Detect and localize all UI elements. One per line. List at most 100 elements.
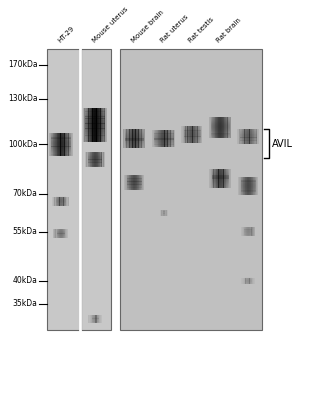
Bar (241, 177, 242, 195)
Bar (226, 117, 227, 138)
Bar (125, 129, 144, 130)
Bar (71, 133, 72, 156)
Bar (94, 315, 95, 323)
Bar (51, 136, 71, 138)
Bar (245, 282, 252, 283)
Bar (166, 130, 167, 147)
Bar (127, 187, 142, 188)
Bar (51, 133, 52, 156)
Bar (212, 171, 229, 172)
Bar (240, 129, 241, 144)
Bar (241, 181, 256, 182)
Bar (211, 123, 230, 124)
Bar (104, 108, 105, 142)
Bar (197, 126, 198, 143)
Bar (238, 129, 239, 144)
Bar (125, 146, 144, 147)
Bar (92, 321, 99, 322)
Bar (154, 141, 173, 142)
Bar (131, 175, 132, 190)
Bar (99, 108, 100, 142)
Bar (90, 315, 91, 323)
Bar (245, 280, 252, 281)
Bar (184, 138, 201, 139)
Bar (211, 127, 230, 128)
Bar (56, 202, 66, 203)
Bar (184, 134, 201, 135)
Bar (201, 126, 202, 143)
Bar (125, 145, 144, 146)
Bar (241, 191, 256, 192)
Bar (88, 152, 102, 154)
Bar (220, 169, 221, 188)
Bar (212, 172, 229, 173)
Bar (125, 147, 144, 148)
Bar (125, 133, 144, 134)
Bar (85, 128, 105, 130)
Bar (127, 182, 142, 183)
Bar (257, 177, 258, 195)
Bar (184, 142, 201, 143)
Bar (125, 129, 126, 148)
Bar (94, 152, 95, 167)
Bar (241, 182, 256, 183)
Bar (161, 130, 162, 147)
Bar (131, 129, 132, 148)
Text: 100kDa: 100kDa (8, 140, 37, 149)
Bar (64, 196, 65, 206)
Bar (130, 175, 131, 190)
Bar (240, 140, 257, 141)
Bar (170, 130, 171, 147)
Bar (195, 126, 196, 143)
Bar (171, 130, 172, 147)
Bar (224, 117, 225, 138)
Bar (251, 177, 252, 195)
Bar (100, 152, 101, 167)
Bar (245, 278, 252, 279)
Bar (240, 136, 257, 137)
Text: 55kDa: 55kDa (12, 227, 37, 236)
Bar (88, 152, 102, 153)
Bar (144, 129, 145, 148)
Bar (95, 108, 96, 142)
Bar (89, 315, 90, 323)
Bar (91, 152, 92, 167)
Bar (154, 137, 173, 138)
Bar (184, 135, 201, 136)
Bar (212, 185, 229, 186)
Bar (240, 132, 257, 133)
Bar (190, 126, 191, 143)
Bar (214, 117, 215, 138)
Bar (89, 315, 90, 323)
Bar (154, 133, 173, 134)
Bar (239, 129, 240, 144)
Bar (211, 131, 230, 132)
Bar (67, 229, 68, 238)
Bar (90, 315, 91, 323)
Bar (85, 108, 105, 110)
Bar (223, 169, 224, 188)
Bar (130, 129, 131, 148)
Bar (102, 152, 103, 167)
Bar (241, 183, 256, 184)
Bar (241, 188, 256, 189)
Bar (246, 129, 247, 144)
Bar (241, 129, 242, 144)
Bar (184, 136, 201, 138)
Bar (97, 315, 98, 323)
Bar (246, 177, 247, 195)
Bar (255, 177, 256, 195)
Bar (140, 175, 141, 190)
Bar (142, 175, 143, 190)
Bar (211, 125, 230, 126)
Bar (57, 230, 65, 231)
Bar (135, 129, 136, 148)
Text: 40kDa: 40kDa (12, 276, 37, 286)
Bar (55, 229, 56, 238)
Bar (125, 135, 144, 136)
Bar (102, 108, 103, 142)
Bar (241, 186, 256, 187)
Bar (85, 152, 86, 167)
Bar (106, 108, 107, 142)
Bar (250, 177, 251, 195)
